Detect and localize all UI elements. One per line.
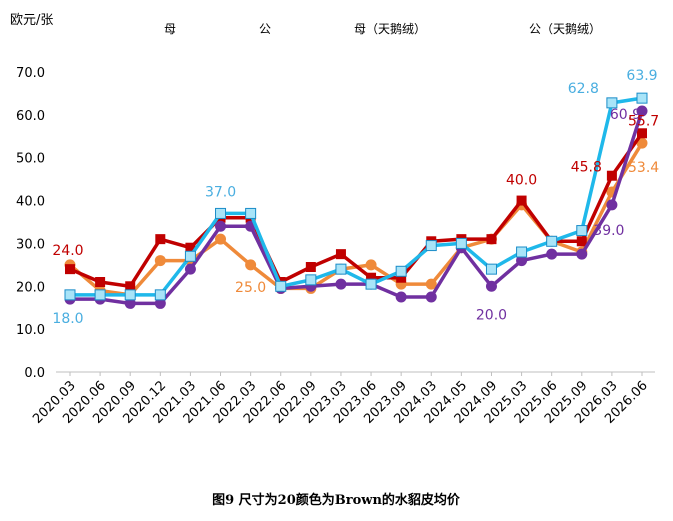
data-point: [185, 242, 196, 253]
data-point: [546, 248, 558, 260]
data-point: [215, 207, 227, 219]
data-label: 25.0: [235, 280, 266, 296]
data-point: [486, 234, 497, 245]
y-axis-label: 欧元/张: [10, 13, 53, 28]
data-point: [365, 278, 377, 290]
data-label: 24.0: [52, 243, 83, 259]
data-point: [155, 234, 166, 245]
data-point: [245, 207, 257, 219]
data-point: [245, 259, 257, 271]
data-point: [305, 262, 316, 272]
data-point: [485, 280, 497, 292]
y-tick-label: 60.0: [16, 109, 45, 124]
data-point: [576, 236, 587, 247]
data-point: [335, 249, 346, 260]
data-label: 60.9: [610, 107, 641, 123]
y-tick-label: 10.0: [16, 323, 45, 338]
data-point: [335, 278, 347, 290]
data-point: [215, 220, 227, 232]
data-point: [366, 272, 377, 283]
data-label: 45.8: [571, 160, 602, 176]
data-label: 53.4: [628, 160, 659, 176]
data-point: [335, 263, 347, 275]
data-point: [606, 97, 618, 109]
data-point: [485, 263, 497, 275]
legend: 母 公 母（天鹅绒） 公（天鹅绒）: [164, 22, 601, 36]
data-point: [125, 281, 136, 292]
data-point: [305, 274, 317, 286]
data-point: [184, 250, 196, 262]
data-point: [94, 289, 106, 301]
data-point: [425, 278, 437, 290]
data-label: 62.8: [568, 81, 599, 97]
data-point: [124, 297, 136, 309]
data-point: [154, 289, 166, 301]
data-point: [636, 137, 648, 149]
legend-entry: 母: [164, 22, 176, 36]
data-label: 39.0: [593, 223, 624, 239]
series-1: [65, 128, 647, 292]
data-point: [365, 259, 377, 271]
legend-entry: 公（天鹅绒）: [529, 22, 601, 36]
data-point: [516, 255, 528, 267]
data-point: [425, 291, 437, 303]
data-point: [396, 272, 407, 283]
series-line: [68, 142, 644, 297]
data-point: [65, 264, 75, 275]
data-point: [636, 105, 648, 117]
series-layer: [64, 92, 648, 309]
data-point: [184, 263, 196, 275]
data-point: [154, 255, 166, 267]
data-point: [606, 199, 618, 211]
data-point: [576, 248, 588, 260]
data-point: [95, 277, 106, 287]
data-label: 20.0: [476, 307, 507, 323]
data-point: [546, 235, 558, 247]
series-line: [70, 110, 644, 306]
y-tick-label: 50.0: [16, 152, 45, 167]
x-axis: 2020.032020.062020.092020.122021.032021.…: [30, 372, 651, 427]
data-label: 63.9: [626, 68, 657, 84]
y-tick-label: 20.0: [16, 280, 45, 295]
data-point: [124, 289, 136, 301]
data-labels: 24.0 18.0 37.0 25.0 40.0 20.0 62.8 63.9 60.9 45.8…: [52, 68, 659, 327]
data-point: [64, 289, 76, 301]
figure-caption: 图9 尺寸为20颜色为Brown的水貂皮均价: [212, 492, 461, 508]
data-point: [275, 280, 287, 292]
data-label: 37.0: [205, 184, 236, 200]
data-point: [395, 265, 407, 277]
y-tick-label: 0.0: [24, 366, 45, 381]
data-point: [636, 92, 648, 104]
data-point: [455, 237, 467, 249]
y-tick-label: 30.0: [16, 237, 45, 252]
legend-entry: 母（天鹅绒）: [354, 22, 426, 36]
legend-entry: 公: [259, 22, 271, 36]
y-tick-label: 40.0: [16, 195, 45, 210]
data-point: [516, 195, 527, 206]
series-line: [69, 132, 644, 289]
data-point: [215, 233, 227, 245]
data-label: 40.0: [506, 173, 537, 189]
data-point: [395, 291, 407, 303]
data-point: [606, 170, 617, 181]
data-point: [637, 128, 647, 139]
series-3: [64, 92, 648, 301]
data-point: [516, 246, 528, 258]
data-point: [154, 297, 166, 309]
data-point: [576, 225, 588, 237]
data-point: [425, 240, 437, 252]
y-axis: 0.0 10.0 20.0 30.0 40.0 50.0 60.0 70.0: [16, 66, 45, 381]
data-label: 18.0: [52, 311, 83, 327]
y-tick-label: 70.0: [16, 66, 45, 81]
data-label: 55.7: [628, 113, 659, 129]
